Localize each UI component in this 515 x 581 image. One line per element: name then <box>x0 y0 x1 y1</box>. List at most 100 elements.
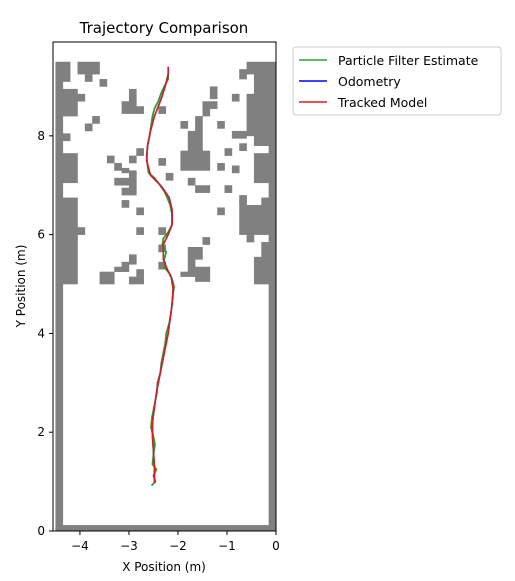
y-tick-label: 8 <box>37 129 45 143</box>
x-tick-label: −4 <box>71 539 89 553</box>
occupied-cell <box>62 88 78 117</box>
legend-label-tracked-model: Tracked Model <box>337 95 427 110</box>
occupied-cell <box>121 261 130 272</box>
occupied-cell <box>209 101 218 109</box>
occupied-cell <box>239 200 247 235</box>
occupied-cell <box>180 150 211 171</box>
occupied-cell <box>128 155 137 164</box>
occupied-cell <box>77 93 86 102</box>
occupied-cell <box>128 254 137 265</box>
occupied-cell <box>202 237 211 245</box>
occupied-cell <box>128 88 137 102</box>
occupied-cell <box>202 101 211 117</box>
occupied-cell <box>55 61 64 531</box>
occupied-cell <box>246 205 255 243</box>
particle-filter-line <box>145 74 175 487</box>
occupied-cell <box>136 106 144 114</box>
occupied-cell <box>253 153 269 184</box>
occupied-cell <box>84 74 93 82</box>
occupied-cell <box>253 256 262 285</box>
occupied-cell <box>180 121 189 129</box>
trajectory-lines <box>145 66 175 487</box>
occupied-cell <box>195 246 203 260</box>
occupied-cell <box>114 177 130 186</box>
occupied-cell <box>92 116 100 124</box>
occupancy-grid <box>55 61 276 531</box>
occupied-cell <box>128 276 144 285</box>
occupied-cell <box>217 121 225 129</box>
occupied-cell <box>231 165 240 174</box>
occupied-cell <box>121 200 130 208</box>
occupied-cell <box>187 177 196 186</box>
occupied-cell <box>209 86 218 100</box>
occupied-cell <box>158 244 167 253</box>
occupied-cell <box>224 148 233 156</box>
occupied-cell <box>158 158 167 166</box>
occupied-cell <box>217 207 225 216</box>
occupied-cell <box>99 271 115 285</box>
occupied-cell <box>121 167 130 174</box>
occupied-cell <box>62 153 78 184</box>
occupied-cell <box>77 227 86 235</box>
occupied-cell <box>165 172 174 181</box>
occupied-cell <box>55 525 276 531</box>
chart-title: Trajectory Comparison <box>79 19 249 37</box>
occupied-cell <box>121 101 137 114</box>
plot-area <box>55 61 276 531</box>
occupied-cell <box>136 227 144 235</box>
y-tick-label: 2 <box>37 425 45 439</box>
legend: Particle Filter Estimate Odometry Tracke… <box>292 46 502 116</box>
occupied-cell <box>195 266 211 282</box>
occupied-cell <box>114 266 122 272</box>
occupied-cell <box>187 246 196 272</box>
x-axis-label: X Position (m) <box>122 560 206 574</box>
occupied-cell <box>224 185 233 193</box>
occupied-cell <box>136 269 144 277</box>
occupied-cell <box>195 116 203 132</box>
occupied-cell <box>62 133 71 142</box>
occupied-cell <box>253 74 269 147</box>
y-tick-label: 4 <box>37 326 45 340</box>
occupied-cell <box>106 155 115 164</box>
tracked-model-line <box>145 66 174 483</box>
y-tick-label: 6 <box>37 228 45 242</box>
occupied-cell <box>128 170 137 189</box>
legend-box <box>292 46 502 116</box>
occupied-cell <box>187 130 203 151</box>
y-tick-label: 0 <box>37 524 45 538</box>
occupied-cell <box>261 197 269 206</box>
occupied-cell <box>231 130 247 139</box>
legend-label-particle-filter: Particle Filter Estimate <box>338 53 479 68</box>
occupied-cell <box>114 163 122 171</box>
occupied-cell <box>195 185 211 193</box>
occupied-cell <box>158 261 167 270</box>
occupied-cell <box>239 69 247 80</box>
occupied-cell <box>246 93 255 137</box>
occupied-cell <box>217 163 225 171</box>
occupied-cell <box>62 61 71 82</box>
plot-frame <box>52 41 277 532</box>
occupied-cell <box>158 227 167 235</box>
occupied-cell <box>231 93 240 102</box>
occupied-cell <box>62 197 78 285</box>
x-tick-label: −2 <box>169 539 187 553</box>
legend-label-odometry: Odometry <box>338 74 401 89</box>
x-tick-label: 0 <box>272 539 280 553</box>
occupied-cell <box>268 61 276 531</box>
y-axis-label: Y Position (m) <box>14 245 28 329</box>
occupied-cell <box>77 61 100 75</box>
x-axis-ticks: −4 −3 −2 −1 0 <box>71 531 280 553</box>
occupied-cell <box>261 242 269 285</box>
occupied-cell <box>158 106 167 114</box>
occupied-cell <box>246 61 269 75</box>
x-tick-label: −3 <box>120 539 138 553</box>
occupied-cell <box>253 205 269 235</box>
occupied-cell <box>121 187 137 196</box>
occupied-cell <box>239 195 247 203</box>
occupied-cell <box>84 123 93 132</box>
occupied-cell <box>99 79 108 87</box>
occupied-cell <box>180 271 196 277</box>
occupied-cell <box>136 148 144 156</box>
occupied-cell <box>239 143 247 151</box>
